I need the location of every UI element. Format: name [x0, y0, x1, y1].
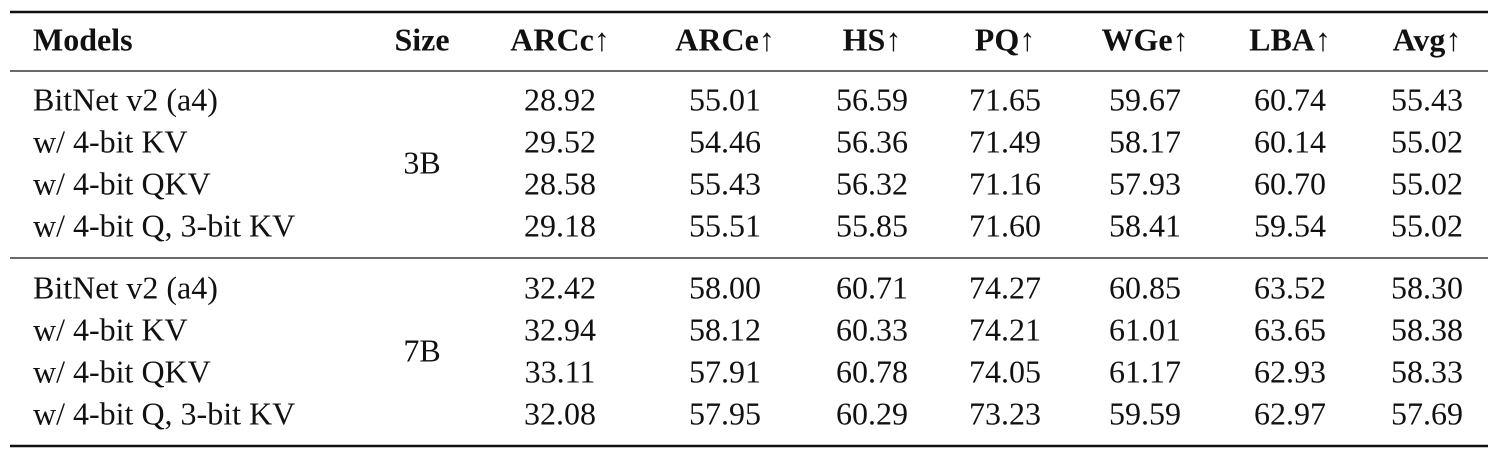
model-cell: w/ 4-bit QKV: [33, 165, 211, 201]
score-cell: 60.29: [836, 395, 908, 431]
score-cell: 55.51: [689, 207, 761, 243]
score-cell: 32.42: [524, 269, 596, 305]
score-cell: 74.05: [969, 353, 1041, 389]
model-cell: w/ 4-bit KV: [33, 123, 188, 159]
score-cell: 32.94: [524, 311, 596, 347]
header-cell: ARCc↑: [510, 21, 610, 57]
score-cell: 55.01: [689, 81, 761, 117]
header-cell: LBA↑: [1249, 21, 1331, 57]
score-cell: 60.14: [1254, 123, 1326, 159]
model-cell: w/ 4-bit Q, 3-bit KV: [33, 395, 295, 431]
score-cell: 71.16: [969, 165, 1041, 201]
score-cell: 63.52: [1254, 269, 1326, 305]
score-cell: 71.49: [969, 123, 1041, 159]
score-cell: 58.38: [1391, 311, 1463, 347]
header-cell: HS↑: [843, 21, 902, 57]
score-cell: 71.65: [969, 81, 1041, 117]
score-cell: 55.02: [1391, 123, 1463, 159]
score-cell: 61.01: [1109, 311, 1181, 347]
score-cell: 60.70: [1254, 165, 1326, 201]
score-cell: 55.43: [689, 165, 761, 201]
header-cell: ARCe↑: [675, 21, 775, 57]
score-cell: 58.33: [1391, 353, 1463, 389]
model-cell: BitNet v2 (a4): [33, 81, 218, 117]
score-cell: 58.00: [689, 269, 761, 305]
score-cell: 57.93: [1109, 165, 1181, 201]
score-cell: 60.74: [1254, 81, 1326, 117]
header-cell: PQ↑: [975, 21, 1035, 57]
header-cell: Size: [394, 21, 449, 57]
score-cell: 59.54: [1254, 207, 1326, 243]
score-cell: 62.93: [1254, 353, 1326, 389]
score-cell: 54.46: [689, 123, 761, 159]
model-cell: w/ 4-bit KV: [33, 311, 188, 347]
header-cell: Avg↑: [1393, 21, 1462, 57]
score-cell: 58.17: [1109, 123, 1181, 159]
score-cell: 74.27: [969, 269, 1041, 305]
score-cell: 55.43: [1391, 81, 1463, 117]
header-cell: Models: [33, 21, 133, 57]
score-cell: 57.69: [1391, 395, 1463, 431]
score-cell: 59.67: [1109, 81, 1181, 117]
size-cell: 3B: [403, 144, 440, 180]
score-cell: 29.18: [524, 207, 596, 243]
score-cell: 56.59: [836, 81, 908, 117]
score-cell: 55.02: [1391, 165, 1463, 201]
score-cell: 57.91: [689, 353, 761, 389]
score-cell: 29.52: [524, 123, 596, 159]
score-cell: 55.85: [836, 207, 908, 243]
score-cell: 71.60: [969, 207, 1041, 243]
score-cell: 62.97: [1254, 395, 1326, 431]
score-cell: 33.11: [525, 353, 596, 389]
score-cell: 56.36: [836, 123, 908, 159]
score-cell: 58.12: [689, 311, 761, 347]
score-cell: 58.41: [1109, 207, 1181, 243]
score-cell: 56.32: [836, 165, 908, 201]
score-cell: 57.95: [689, 395, 761, 431]
score-cell: 63.65: [1254, 311, 1326, 347]
score-cell: 61.17: [1109, 353, 1181, 389]
score-cell: 74.21: [969, 311, 1041, 347]
model-cell: BitNet v2 (a4): [33, 269, 218, 305]
score-cell: 60.78: [836, 353, 908, 389]
model-cell: w/ 4-bit QKV: [33, 353, 211, 389]
score-cell: 73.23: [969, 395, 1041, 431]
score-cell: 28.58: [524, 165, 596, 201]
score-cell: 60.71: [836, 269, 908, 305]
model-cell: w/ 4-bit Q, 3-bit KV: [33, 207, 295, 243]
score-cell: 60.33: [836, 311, 908, 347]
size-cell: 7B: [403, 332, 440, 368]
score-cell: 32.08: [524, 395, 596, 431]
score-cell: 58.30: [1391, 269, 1463, 305]
score-cell: 59.59: [1109, 395, 1181, 431]
score-cell: 28.92: [524, 81, 596, 117]
header-cell: WGe↑: [1101, 21, 1188, 57]
score-cell: 60.85: [1109, 269, 1181, 305]
score-cell: 55.02: [1391, 207, 1463, 243]
